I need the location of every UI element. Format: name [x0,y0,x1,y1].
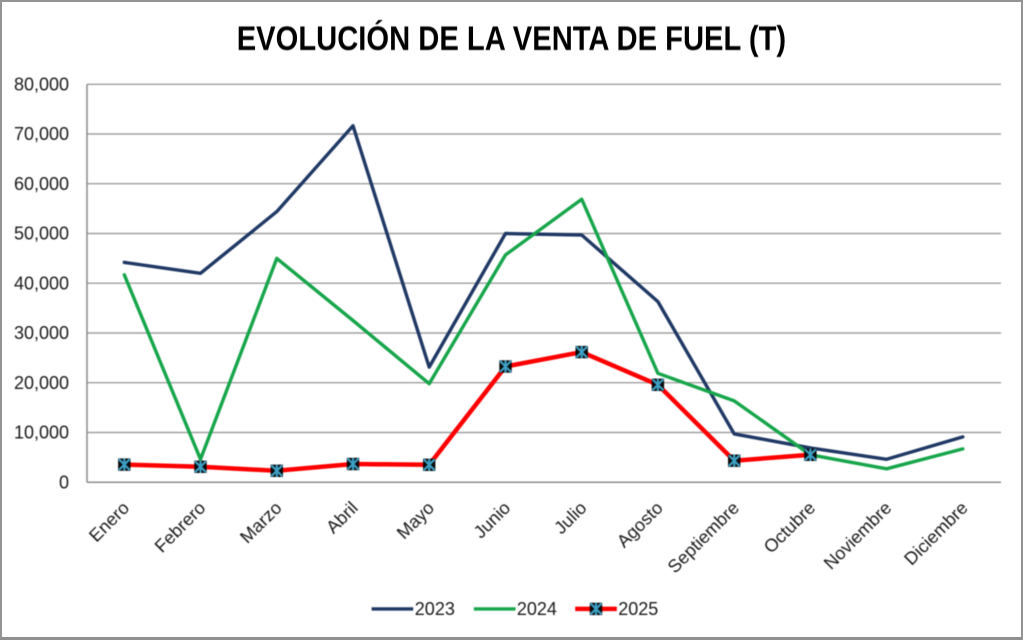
svg-text:0: 0 [59,472,69,492]
svg-text:Junio: Junio [470,498,515,543]
svg-text:80,000: 80,000 [14,75,69,95]
svg-text:Enero: Enero [85,498,133,546]
svg-text:Diciembre: Diciembre [900,498,971,569]
svg-text:Noviembre: Noviembre [820,498,896,574]
svg-text:10,000: 10,000 [14,423,69,443]
svg-text:Abril: Abril [322,498,362,538]
svg-text:2025: 2025 [618,599,658,619]
svg-text:Marzo: Marzo [236,498,286,548]
svg-text:Julio: Julio [550,498,590,538]
svg-text:40,000: 40,000 [14,273,69,293]
svg-text:30,000: 30,000 [14,323,69,343]
svg-text:Agosto: Agosto [613,498,667,552]
svg-text:Septiembre: Septiembre [664,498,743,577]
svg-text:Febrero: Febrero [151,498,210,557]
svg-text:Mayo: Mayo [393,498,438,543]
svg-text:70,000: 70,000 [14,124,69,144]
svg-text:20,000: 20,000 [14,373,69,393]
svg-text:2024: 2024 [517,599,557,619]
svg-text:60,000: 60,000 [14,174,69,194]
svg-text:50,000: 50,000 [14,224,69,244]
svg-text:2023: 2023 [415,599,455,619]
svg-text:Octubre: Octubre [760,498,819,557]
